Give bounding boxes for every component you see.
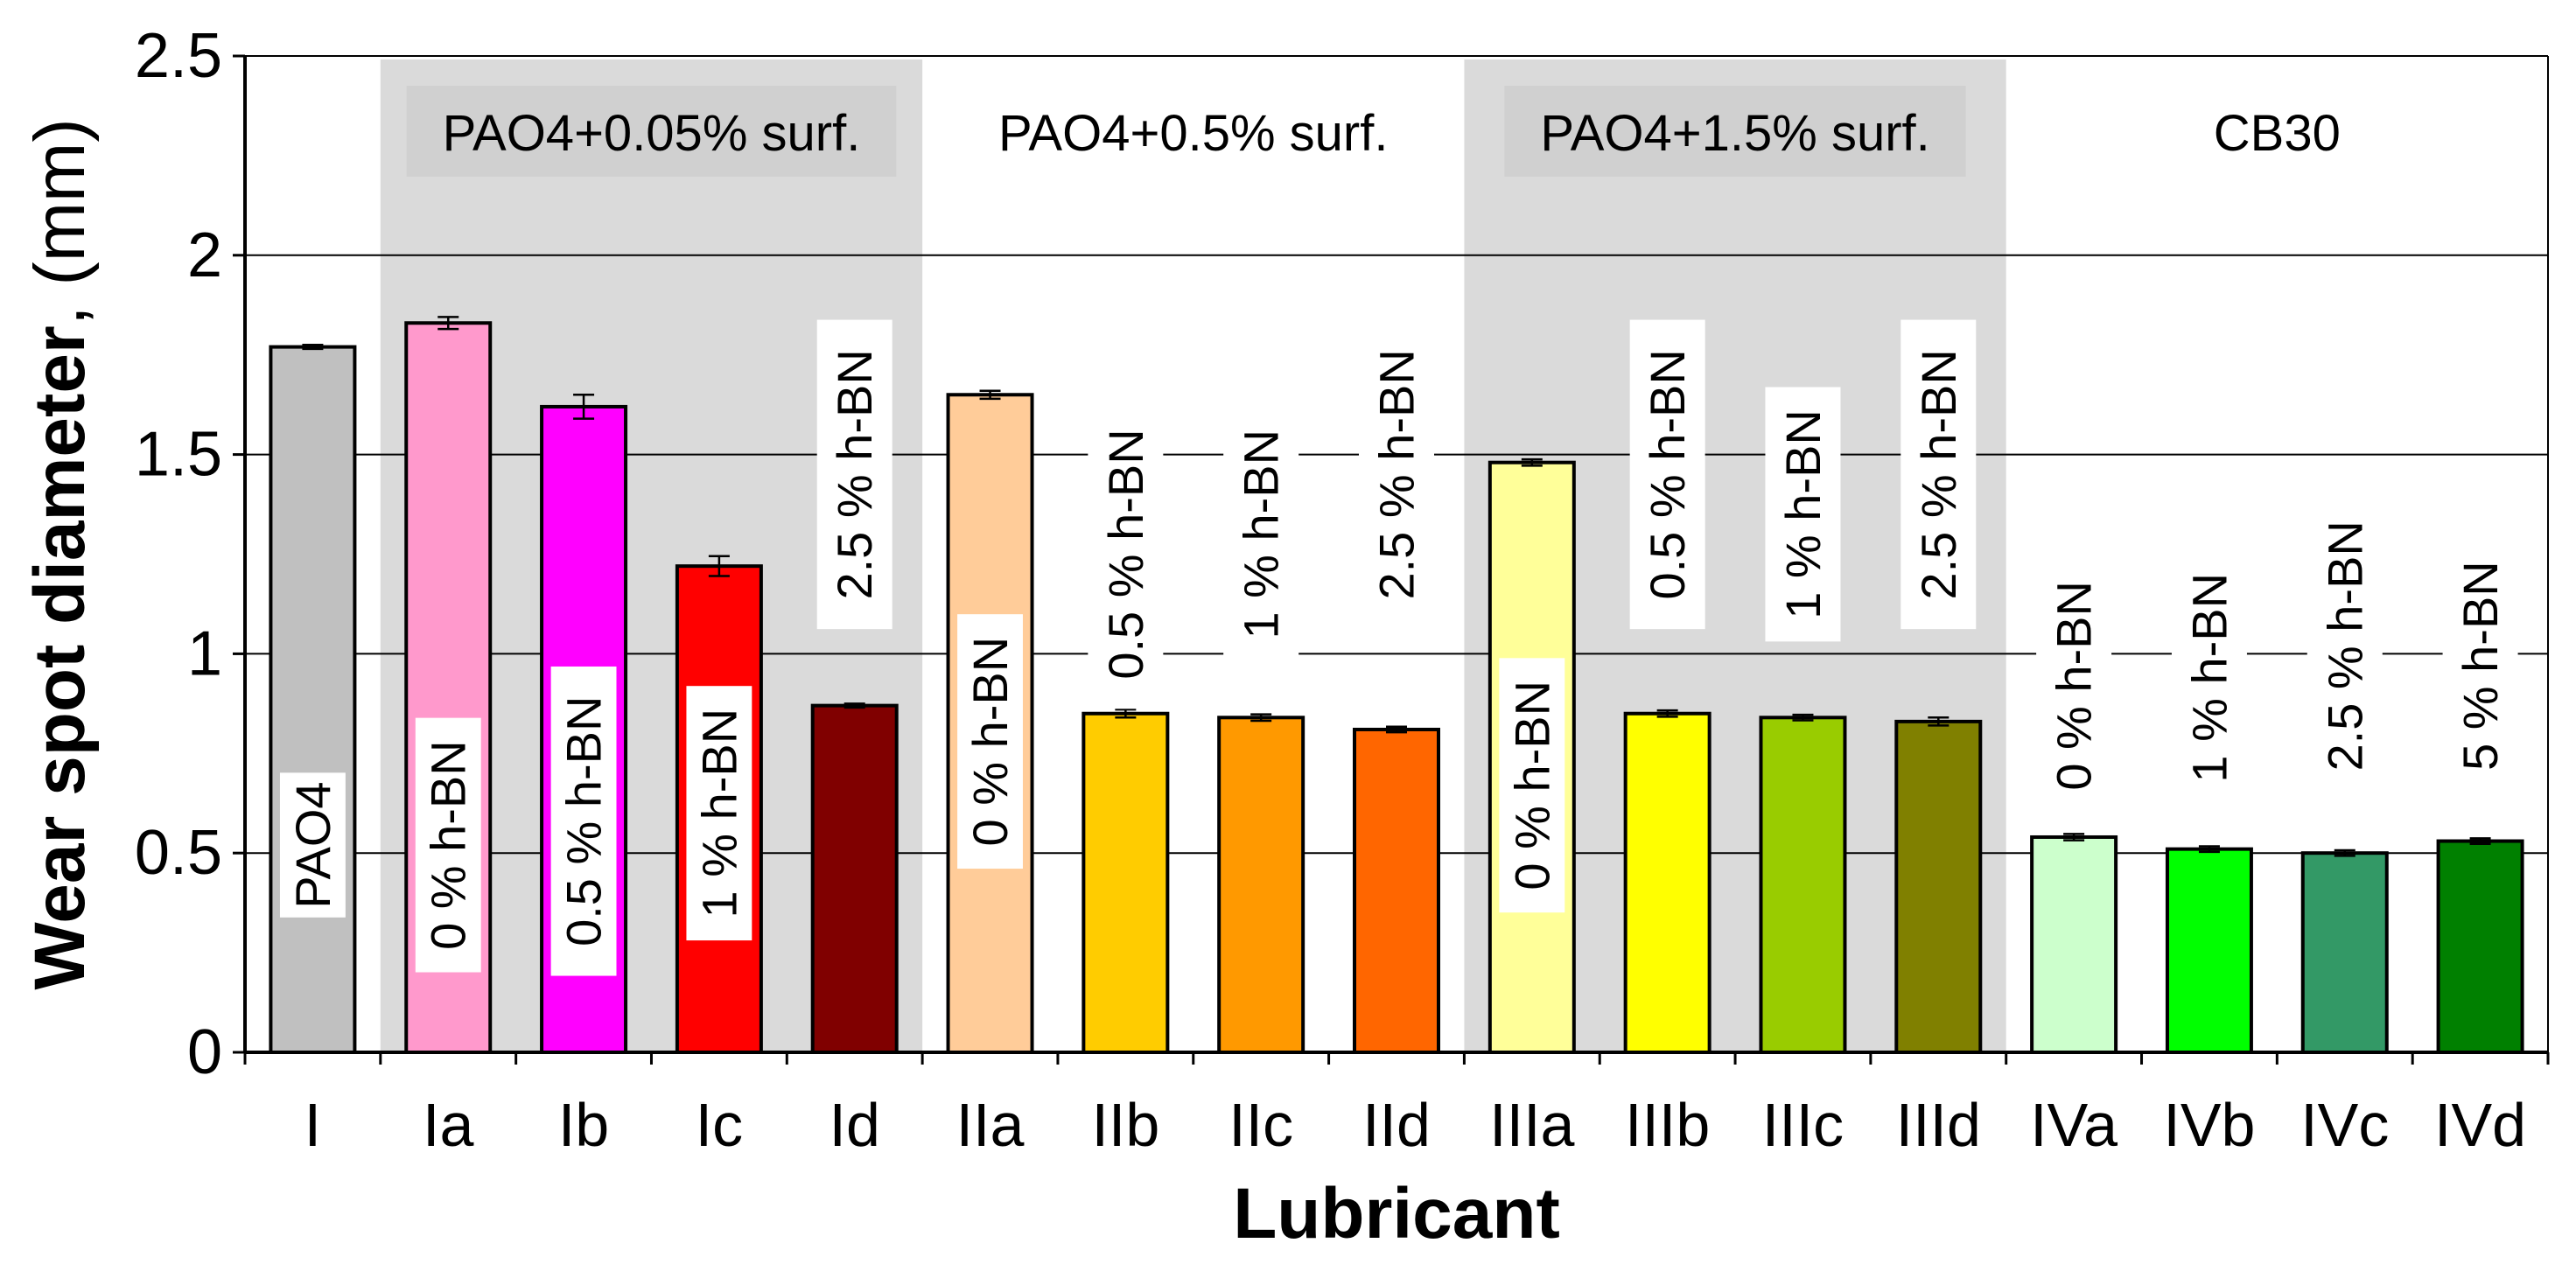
group-title-box-1 [406, 86, 897, 177]
x-tick-label-IVa: IVa [2030, 1091, 2118, 1159]
x-tick-label-IId: IId [1362, 1091, 1431, 1159]
bar-label-box-Id [816, 319, 892, 630]
bar-label-Ic: 1 % h-BN [691, 709, 746, 918]
y-tick-label-0: 0 [187, 1017, 222, 1087]
bar-label-box-IVc [2306, 491, 2383, 801]
bar-label-I: PAO4 [285, 781, 340, 908]
bar-label-box-IIId [1900, 319, 1977, 630]
bar-label-IId: 2.5 % h-BN [1369, 349, 1424, 599]
x-tick-label-IVc: IVc [2300, 1091, 2389, 1159]
bar-label-IIc: 1 % h-BN [1234, 429, 1289, 639]
bar-label-box-Ib [550, 666, 617, 976]
x-tick-label-IVb: IVb [2163, 1091, 2255, 1159]
x-tick-label-IIb: IIb [1091, 1091, 1159, 1159]
x-tick-label-Ia: Ia [423, 1091, 473, 1159]
x-tick-label-IIId: IIId [1896, 1091, 1981, 1159]
bar-label-box-IIIc [1765, 387, 1841, 642]
bar-label-box-IVd [2442, 538, 2518, 793]
bar-label-box-Ia [415, 717, 481, 973]
bar-label-box-IVb [2171, 550, 2247, 806]
bar-label-IIIa: 0 % h-BN [1504, 681, 1559, 890]
bar-IIb [1082, 711, 1170, 1054]
y-tick-label-3: 1.5 [135, 420, 222, 490]
bar-label-IVb: 1 % h-BN [2181, 573, 2236, 783]
bar-label-box-IIc [1223, 407, 1299, 662]
y-tick-label-5: 2.5 [135, 21, 222, 91]
y-axis-title-main: Wear spot diameter [20, 325, 100, 990]
bar-label-IVc: 2.5 % h-BN [2317, 520, 2372, 771]
bar-label-Id: 2.5 % h-BN [827, 349, 882, 599]
bar-label-IIa: 0 % h-BN [962, 637, 1018, 847]
bar-IVd [2436, 839, 2524, 1054]
x-tick-label-Ic: Ic [696, 1091, 743, 1159]
bar-IIc [1217, 716, 1306, 1055]
y-tick-label-1: 0.5 [135, 818, 222, 888]
y-axis-title-unit: , (mm) [20, 118, 100, 325]
bar-label-box-IId [1359, 319, 1434, 630]
y-tick-label-2: 1 [187, 618, 222, 688]
bar-labels: PAO4 0 % h-BN 0.5 % h-BN 1 % h-BN 2.5 % h-BN… [279, 319, 2518, 976]
x-tick-label-Ib: Ib [558, 1091, 609, 1159]
bar-IIIb [1623, 711, 1712, 1054]
axis-text: PAO4+0.05% surf. PAO4+0.5% surf. PAO4+1.5%… [20, 21, 2527, 1254]
group-title-1: PAO4+0.05% surf. [443, 105, 861, 162]
bar-IIIc [1759, 716, 1847, 1055]
bar-label-IVd: 5 % h-BN [2453, 561, 2508, 771]
bar-label-box-IIIa [1499, 658, 1565, 913]
x-tick-label-I: I [304, 1091, 321, 1159]
bar-IVc [2300, 851, 2389, 1055]
axes [233, 54, 2550, 1065]
x-tick-label-IIIa: IIIa [1489, 1091, 1574, 1159]
x-tick-label-IIIc: IIIc [1762, 1091, 1844, 1159]
bar-label-box-IVa [2036, 558, 2112, 814]
bar-label-IIId: 2.5 % h-BN [1911, 349, 1966, 599]
x-tick-label-IIc: IIc [1228, 1091, 1293, 1159]
x-axis-title: Lubricant [1233, 1174, 1560, 1254]
bar-IVa [2030, 835, 2118, 1055]
bar-label-Ia: 0 % h-BN [421, 740, 476, 950]
x-tick-label-Id: Id [830, 1091, 880, 1159]
bar-I [269, 345, 357, 1054]
y-axis-title: Wear spot diameter, (mm) [20, 118, 100, 989]
bar-label-box-IIb [1088, 399, 1164, 709]
y-tick-label-4: 2 [187, 220, 222, 290]
bar-label-box-I [279, 772, 346, 918]
group-title-3: PAO4+1.5% surf. [1540, 105, 1929, 162]
group-title-4: CB30 [2214, 105, 2341, 162]
bar-IId [1353, 727, 1440, 1054]
bar-label-IIIb: 0.5 % h-BN [1640, 349, 1695, 599]
group-title-box-3 [1504, 86, 1966, 177]
bar-label-box-IIIb [1629, 319, 1705, 630]
bar-label-IIIc: 1 % h-BN [1775, 409, 1830, 619]
bar-label-box-IIa [957, 614, 1023, 869]
bar-label-box-Ic [686, 686, 752, 941]
bar-label-Ib: 0.5 % h-BN [556, 696, 612, 946]
bar-IIId [1894, 719, 1983, 1054]
group-title-2: PAO4+0.5% surf. [998, 105, 1388, 162]
x-tick-label-IIa: IIa [956, 1091, 1025, 1159]
x-tick-label-IVd: IVd [2434, 1091, 2526, 1159]
bar-label-IVa: 0 % h-BN [2047, 581, 2102, 791]
x-tick-label-IIIb: IIIb [1625, 1091, 1710, 1159]
bar-IVb [2165, 847, 2253, 1054]
bar-Id [810, 703, 899, 1054]
bar-label-IIb: 0.5 % h-BN [1098, 429, 1153, 679]
